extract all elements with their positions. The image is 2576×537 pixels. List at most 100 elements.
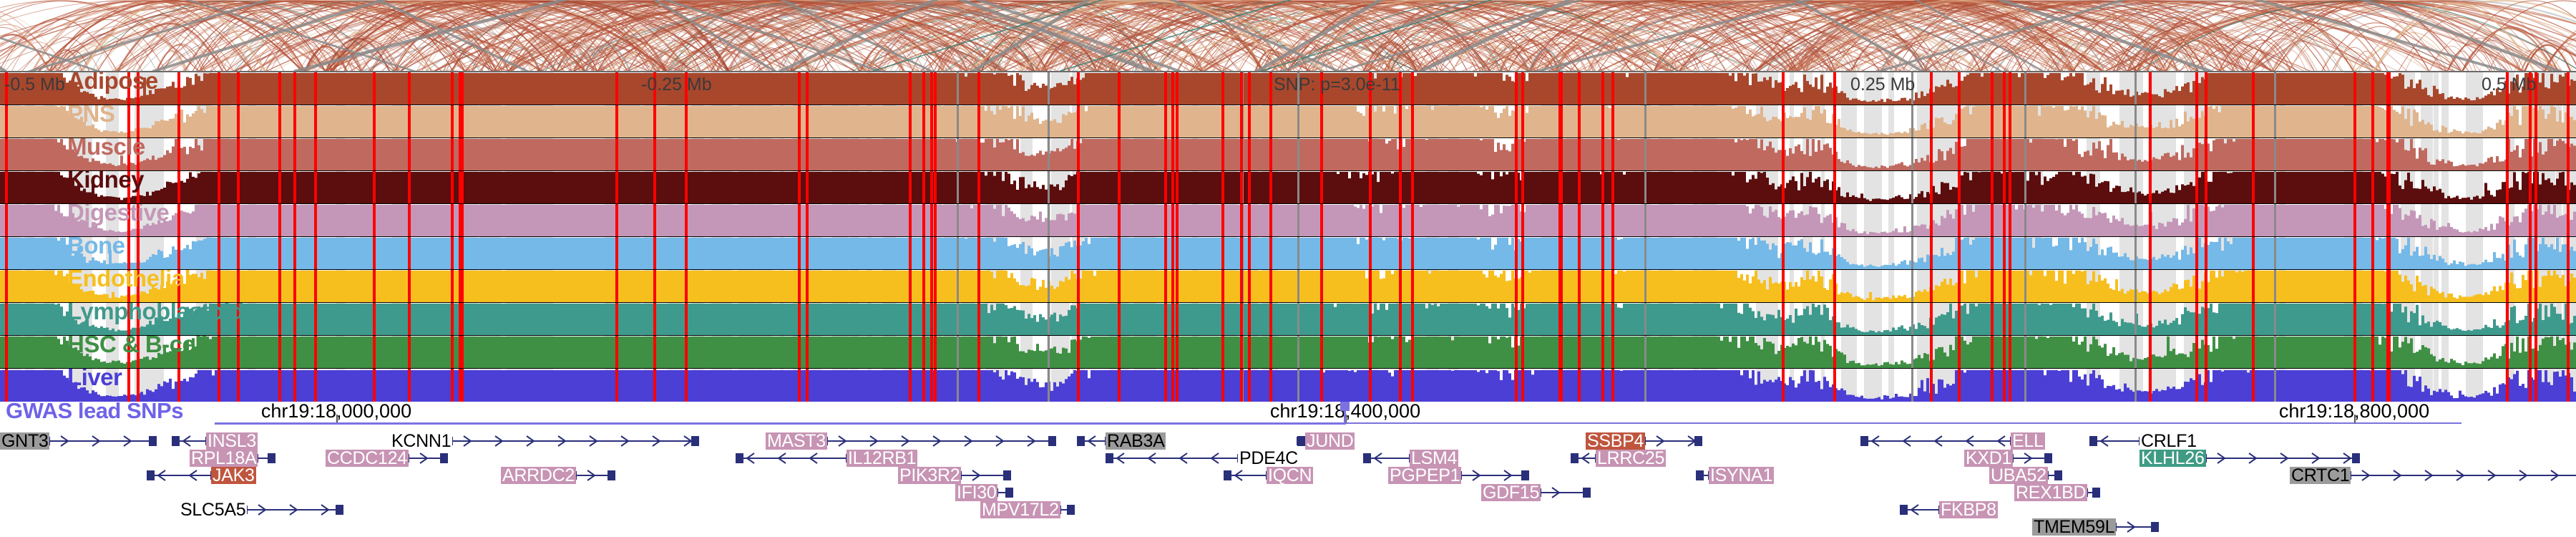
gene-annotation[interactable]: IL12RB1 bbox=[736, 448, 918, 468]
gene-model bbox=[1297, 432, 1305, 450]
gwas-snp-line bbox=[373, 369, 376, 402]
gwas-snp-line bbox=[127, 105, 130, 137]
gene-name-label[interactable]: IQCN bbox=[1267, 465, 1314, 485]
gwas-snp-line bbox=[977, 369, 980, 402]
gene-name-label[interactable]: REX1BD bbox=[2014, 483, 2088, 503]
shaded-region bbox=[2434, 72, 2439, 105]
gene-annotation[interactable]: IFI30 bbox=[955, 483, 1014, 503]
gene-name-label[interactable]: SLC5A5 bbox=[180, 500, 246, 520]
gene-annotation[interactable]: CRLF1 bbox=[2089, 432, 2198, 450]
gene-annotation[interactable]: REX1BD bbox=[2014, 483, 2101, 503]
gene-name-label[interactable]: INSL3 bbox=[206, 431, 258, 451]
gwas-snp-line bbox=[1958, 336, 1961, 368]
gene-name-label[interactable]: ELL bbox=[2011, 431, 2045, 451]
gene-annotation[interactable]: PDE4C bbox=[1106, 448, 1299, 468]
gene-annotation[interactable]: RPL18A bbox=[190, 448, 276, 468]
gwas-snp-line bbox=[177, 171, 180, 203]
gene-name-label[interactable]: CRLF1 bbox=[2141, 431, 2197, 451]
gene-name-label[interactable]: SSBP4 bbox=[1586, 431, 1646, 451]
gene-annotation[interactable]: SSBP4 bbox=[1586, 431, 1703, 451]
gwas-snp-line bbox=[934, 336, 937, 368]
gene-name-label[interactable]: GDF15 bbox=[1481, 483, 1541, 503]
gene-name-label[interactable]: KXD1 bbox=[1964, 448, 2014, 468]
gene-name-label[interactable]: CRTC1 bbox=[2290, 465, 2351, 485]
gwas-snp-line bbox=[1118, 138, 1121, 170]
gene-annotation[interactable]: KXD1 bbox=[1964, 448, 2053, 468]
gene-annotation[interactable]: GDF15 bbox=[1481, 483, 1591, 503]
gwas-snp-line bbox=[930, 270, 933, 302]
shaded-region bbox=[2441, 72, 2449, 105]
gwas-snp-line bbox=[293, 105, 296, 137]
gene-name-label[interactable]: GNT3 bbox=[0, 431, 50, 451]
gene-name-label[interactable]: RAB3A bbox=[1106, 431, 1166, 451]
gene-annotation[interactable]: JUND bbox=[1297, 432, 1355, 450]
gwas-snp-line bbox=[934, 270, 937, 302]
gwas-snp-line bbox=[934, 303, 937, 335]
gene-name-label[interactable]: ARRDC2 bbox=[501, 465, 576, 485]
gene-name-label[interactable]: PDE4C bbox=[1239, 448, 1298, 468]
gene-annotation[interactable]: KLHL26 bbox=[2140, 448, 2360, 468]
gene-annotation[interactable]: SLC5A5 bbox=[179, 500, 344, 520]
gwas-snp-line bbox=[1560, 138, 1563, 170]
gene-model bbox=[1224, 467, 1267, 484]
gwas-snp-line bbox=[293, 72, 296, 105]
gene-name-label[interactable]: IFI30 bbox=[955, 483, 998, 503]
gene-name-label[interactable]: RPL18A bbox=[190, 448, 258, 468]
gwas-snp-line bbox=[137, 369, 140, 402]
gene-name-label[interactable]: UBA52 bbox=[1989, 465, 2048, 485]
gene-annotation[interactable]: LRRC25 bbox=[1571, 448, 1667, 468]
gwas-tether-horizontal bbox=[215, 422, 1345, 425]
gwas-snp-line bbox=[922, 270, 925, 302]
gene-annotation[interactable]: PGPEP1 bbox=[1388, 465, 1530, 485]
gene-annotation[interactable]: IQCN bbox=[1224, 465, 1314, 485]
gene-annotation[interactable]: PIK3R2 bbox=[898, 465, 1012, 485]
gwas-snp-line bbox=[451, 369, 454, 402]
gene-annotation[interactable]: UBA52 bbox=[1989, 465, 2062, 485]
gene-annotation[interactable]: KCNN1 bbox=[390, 431, 700, 451]
gene-annotation[interactable]: CRTC1 bbox=[2290, 465, 2576, 485]
gene-name-label[interactable]: PGPEP1 bbox=[1388, 465, 1462, 485]
gene-annotation[interactable]: CCDC124 bbox=[326, 448, 448, 468]
gwas-snp-line bbox=[408, 237, 411, 269]
gene-name-label[interactable]: JUND bbox=[1305, 431, 1355, 451]
gwas-snp-line bbox=[177, 138, 180, 170]
gene-annotation[interactable]: LSM4 bbox=[1363, 448, 1459, 468]
gwas-snp-line bbox=[218, 270, 220, 302]
gwas-snp-line bbox=[237, 336, 240, 368]
gene-name-label[interactable]: KLHL26 bbox=[2140, 448, 2206, 468]
gene-annotation[interactable]: ISYNA1 bbox=[1696, 465, 1775, 485]
gene-name-label[interactable]: PIK3R2 bbox=[898, 465, 962, 485]
gene-name-label[interactable]: IL12RB1 bbox=[847, 448, 918, 468]
gene-annotation[interactable]: GNT3 bbox=[0, 432, 157, 450]
gene-name-label[interactable]: ISYNA1 bbox=[1709, 465, 1775, 485]
gwas-snp-line bbox=[1521, 270, 1524, 302]
gwas-snp-line bbox=[615, 105, 618, 137]
gene-annotation[interactable]: JAK3 bbox=[147, 465, 256, 485]
shaded-region bbox=[106, 138, 119, 170]
gene-name-label[interactable]: TMEM59L bbox=[2032, 517, 2117, 537]
gene-name-label[interactable]: MPV17L2 bbox=[980, 500, 1060, 520]
gwas-snp-line bbox=[1269, 336, 1272, 368]
gene-name-label[interactable]: JAK3 bbox=[211, 465, 256, 485]
gwas-snp-line bbox=[909, 237, 912, 269]
track-label-lymphoblastoid: Lymphoblastoid bbox=[67, 303, 244, 324]
gene-name-label[interactable]: FKBP8 bbox=[1939, 500, 1998, 520]
gene-annotation[interactable]: MAST3 bbox=[766, 432, 1056, 450]
gene-name-label[interactable]: LSM4 bbox=[1410, 448, 1459, 468]
gene-name-label[interactable]: CCDC124 bbox=[326, 448, 409, 468]
gene-annotation[interactable]: FKBP8 bbox=[1900, 500, 1998, 520]
gene-annotation[interactable]: INSL3 bbox=[172, 432, 258, 450]
gene-annotation[interactable]: TMEM59L bbox=[2032, 517, 2160, 537]
gene-model bbox=[1900, 501, 1939, 518]
gene-name-label[interactable]: LRRC25 bbox=[1596, 448, 1667, 468]
gwas-snp-line bbox=[685, 171, 688, 203]
gene-annotation[interactable]: RAB3A bbox=[1077, 432, 1166, 450]
shaded-region bbox=[2434, 270, 2439, 302]
gene-name-label[interactable]: KCNN1 bbox=[391, 431, 452, 451]
gene-annotation[interactable]: MPV17L2 bbox=[980, 500, 1075, 520]
gwas-snp-line bbox=[1833, 105, 1836, 137]
gene-annotation[interactable]: ARRDC2 bbox=[501, 465, 615, 485]
gene-annotation[interactable]: ELL bbox=[1860, 432, 2045, 450]
grey-marker-line bbox=[2135, 336, 2137, 368]
gene-name-label[interactable]: MAST3 bbox=[766, 431, 827, 451]
